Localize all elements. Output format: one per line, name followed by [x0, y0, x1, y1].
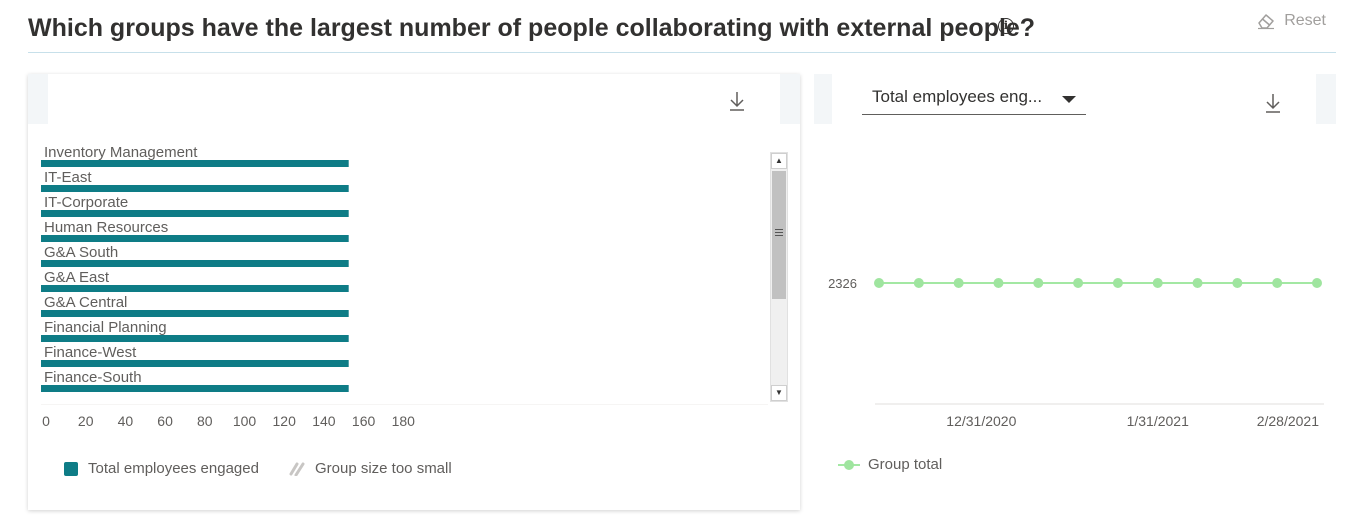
bar-category-label: Finance-South — [44, 369, 142, 386]
data-point[interactable] — [1073, 278, 1084, 288]
bar[interactable] — [41, 285, 349, 292]
chevron-down-icon — [1062, 96, 1076, 103]
bar-category-label: Human Resources — [44, 219, 168, 236]
bar[interactable] — [41, 235, 349, 242]
x-tick-label: 80 — [197, 413, 213, 429]
bar-category-label: G&A South — [44, 244, 118, 261]
bar[interactable] — [41, 160, 349, 167]
x-tick-label: 60 — [157, 413, 173, 429]
trend-chart-card: Total employees eng... 2326 12/31/2020 1/3… — [814, 74, 1336, 510]
x-tick-label: 1/31/2021 — [1127, 413, 1189, 429]
data-point[interactable] — [1272, 278, 1283, 288]
data-point[interactable] — [1112, 278, 1123, 288]
bar-category-label: G&A East — [44, 269, 110, 286]
bar[interactable] — [41, 210, 349, 217]
download-icon[interactable] — [728, 90, 746, 112]
metric-dropdown[interactable]: Total employees eng... — [862, 84, 1086, 115]
bar-chart-legend: Total employees engaged Group size too s… — [64, 460, 452, 477]
bar[interactable] — [41, 185, 349, 192]
legend-item-too-small[interactable]: Group size too small — [289, 460, 452, 477]
legend-label-too-small: Group size too small — [314, 460, 452, 477]
download-icon[interactable] — [1264, 92, 1282, 114]
bar-chart-card: Inventory Management IT-East IT-Corporate H… — [28, 74, 800, 510]
legend-label-group-total: Group total — [868, 456, 943, 473]
trend-chart-plot: 2326 12/31/2020 1/31/2021 2/28/2021 — [828, 276, 1324, 429]
bar-category-label: G&A Central — [44, 294, 127, 311]
info-icon[interactable]: i — [998, 18, 1014, 34]
metric-dropdown-value: Total employees eng... — [872, 87, 1043, 106]
data-point[interactable] — [1033, 278, 1044, 288]
x-tick-label: 20 — [78, 413, 94, 429]
page-header: Which groups have the largest number of … — [28, 0, 1336, 53]
data-point[interactable] — [1192, 278, 1203, 288]
data-point[interactable] — [1152, 278, 1163, 288]
bar-category-label: Inventory Management — [44, 144, 198, 161]
data-point[interactable] — [874, 278, 884, 288]
x-tick-label: 100 — [233, 413, 257, 429]
bar-chart-toolbar — [28, 74, 800, 124]
trend-chart-legend[interactable]: Group total — [838, 456, 942, 473]
bar-chart-plot: Inventory Management IT-East IT-Corporate H… — [41, 144, 349, 392]
data-point[interactable] — [953, 278, 964, 288]
x-tick-label: 2/28/2021 — [1257, 413, 1319, 429]
page-title: Which groups have the largest number of … — [28, 14, 1036, 42]
data-point[interactable] — [1312, 278, 1322, 288]
x-tick-label: 12/31/2020 — [946, 413, 1016, 429]
bar[interactable] — [41, 385, 349, 392]
x-tick-label: 180 — [392, 413, 416, 429]
scroll-up-button[interactable]: ▲ — [771, 153, 787, 169]
bar-chart-x-axis: 0 20 40 60 80 100 120 140 160 180 — [41, 404, 768, 429]
scroll-grip-icon — [775, 229, 783, 238]
legend-swatch-group-total — [838, 459, 860, 470]
reset-button[interactable]: Reset — [1256, 12, 1326, 30]
x-tick-label: 160 — [352, 413, 376, 429]
data-point[interactable] — [993, 278, 1004, 288]
bar-category-label: Financial Planning — [44, 319, 167, 336]
x-tick-label: 40 — [118, 413, 134, 429]
data-point[interactable] — [913, 278, 924, 288]
bar-chart-scrollbar[interactable]: ▲ ▼ — [770, 152, 788, 402]
data-point[interactable] — [1232, 278, 1243, 288]
bar[interactable] — [41, 360, 349, 367]
bar[interactable] — [41, 260, 349, 267]
legend-item-engaged[interactable]: Total employees engaged — [64, 460, 259, 477]
eraser-icon — [1258, 14, 1275, 30]
reset-label: Reset — [1284, 12, 1326, 29]
legend-swatch-engaged — [64, 461, 78, 476]
bar-category-label: IT-Corporate — [44, 194, 128, 211]
scroll-thumb[interactable] — [772, 171, 786, 299]
bar[interactable] — [41, 335, 349, 342]
bar-category-label: Finance-West — [44, 344, 137, 361]
bar[interactable] — [41, 310, 349, 317]
x-tick-label: 0 — [42, 413, 50, 429]
legend-swatch-too-small — [289, 462, 305, 476]
x-tick-label: 140 — [312, 413, 336, 429]
legend-label-engaged: Total employees engaged — [88, 460, 259, 477]
x-tick-label: 120 — [273, 413, 297, 429]
scroll-down-button[interactable]: ▼ — [771, 385, 787, 401]
y-tick-label: 2326 — [828, 276, 857, 291]
bar-category-label: IT-East — [44, 169, 92, 186]
